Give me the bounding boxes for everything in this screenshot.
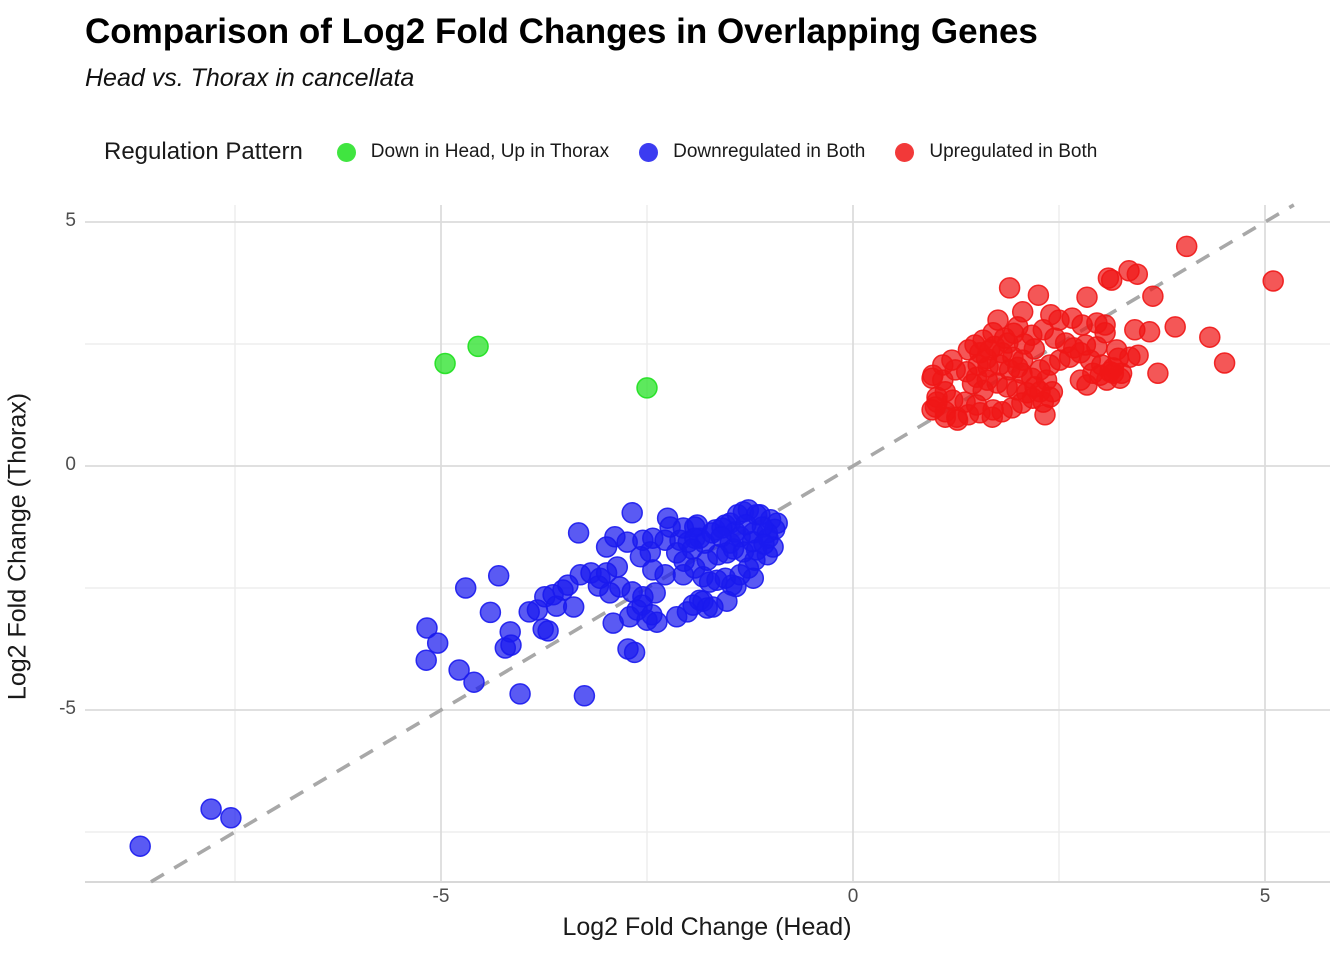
data-point-series-2 [1127, 344, 1149, 366]
data-point-series-2 [1027, 284, 1050, 306]
chart-title: Comparison of Log2 Fold Changes in Overl… [85, 12, 1038, 51]
data-point-series-2 [1024, 376, 1046, 398]
data-point-series-2 [972, 379, 994, 402]
data-point-series-1 [454, 577, 477, 599]
data-point-series-2 [1002, 322, 1025, 345]
data-point-series-1 [641, 604, 663, 626]
data-point-series-1 [129, 835, 151, 857]
data-point-series-1 [573, 685, 596, 707]
data-point-series-1 [415, 649, 437, 671]
data-point-series-2 [1164, 316, 1186, 338]
data-point-series-2 [1094, 314, 1116, 336]
data-point-series-2 [1007, 356, 1029, 379]
data-point-series-1 [463, 671, 485, 693]
data-point-series-2 [1262, 270, 1284, 292]
legend-item-down-both: Downregulated in Both [639, 141, 865, 163]
data-point-series-2 [1034, 404, 1056, 426]
data-point-series-0 [636, 377, 658, 399]
data-point-series-1 [753, 533, 775, 555]
x-tick-label: 5 [1259, 886, 1271, 907]
data-point-series-1 [509, 683, 531, 705]
data-point-series-2 [1175, 235, 1198, 258]
legend: Regulation Pattern Down in Head, Up in T… [104, 134, 1097, 170]
data-point-series-0 [434, 352, 456, 375]
data-point-series-2 [998, 277, 1021, 299]
data-point-series-1 [487, 565, 510, 587]
legend-title: Regulation Pattern [104, 138, 303, 165]
data-point-series-1 [623, 641, 646, 664]
y-tick-label: 5 [65, 210, 76, 231]
data-point-series-1 [500, 634, 522, 656]
data-point-series-1 [448, 659, 470, 681]
data-point-series-1 [644, 582, 666, 604]
legend-label: Upregulated in Both [929, 141, 1098, 162]
data-point-series-2 [1126, 263, 1149, 285]
data-point-series-2 [1100, 269, 1123, 291]
legend-label: Downregulated in Both [673, 141, 866, 162]
data-point-series-2 [1213, 352, 1236, 374]
data-point-series-1 [537, 620, 559, 642]
data-point-series-1 [416, 617, 438, 639]
y-tick-label: -5 [59, 698, 76, 719]
data-point-series-0 [467, 335, 489, 358]
data-point-series-1 [426, 632, 449, 654]
data-point-series-2 [1076, 286, 1098, 308]
data-point-series-2 [1147, 362, 1169, 385]
data-point-series-2 [1063, 337, 1085, 359]
x-tick-label: 0 [847, 886, 859, 907]
data-point-series-2 [1110, 362, 1133, 385]
blue-dot-icon [639, 142, 659, 162]
data-point-series-1 [654, 564, 676, 586]
legend-item-up-both: Upregulated in Both [895, 141, 1097, 163]
data-point-series-1 [629, 546, 652, 568]
data-point-series-1 [200, 798, 222, 820]
data-point-series-1 [621, 502, 643, 524]
y-tick-label: 0 [65, 454, 76, 475]
green-dot-icon [336, 142, 356, 162]
data-point-series-2 [921, 367, 943, 389]
legend-item-down-up: Down in Head, Up in Thorax [336, 141, 610, 163]
data-point-series-1 [220, 807, 242, 829]
data-point-series-2 [1023, 338, 1046, 360]
data-point-series-1 [729, 564, 751, 586]
legend-label: Down in Head, Up in Thorax [370, 141, 610, 162]
x-tick-label: -5 [432, 886, 450, 907]
y-axis-title: Log2 Fold Change (Thorax) [3, 392, 32, 701]
data-point-series-1 [599, 582, 621, 604]
data-point-series-2 [1199, 326, 1221, 348]
data-point-series-1 [735, 513, 757, 536]
data-point-series-2 [1138, 321, 1161, 343]
data-point-series-1 [606, 556, 629, 578]
red-dot-icon [895, 142, 915, 162]
data-point-series-1 [562, 596, 585, 618]
data-point-series-1 [567, 522, 590, 544]
data-point-series-2 [1142, 285, 1164, 307]
data-point-series-1 [557, 574, 579, 596]
chart-subtitle: Head vs. Thorax in cancellata [85, 64, 415, 92]
identity-dashed-line [150, 203, 1295, 884]
data-point-series-1 [542, 584, 564, 606]
data-point-series-1 [479, 601, 502, 624]
data-point-series-1 [681, 538, 704, 560]
data-point-series-2 [946, 409, 969, 431]
x-axis-title: Log2 Fold Change (Head) [562, 913, 852, 941]
data-point-series-1 [602, 612, 624, 634]
